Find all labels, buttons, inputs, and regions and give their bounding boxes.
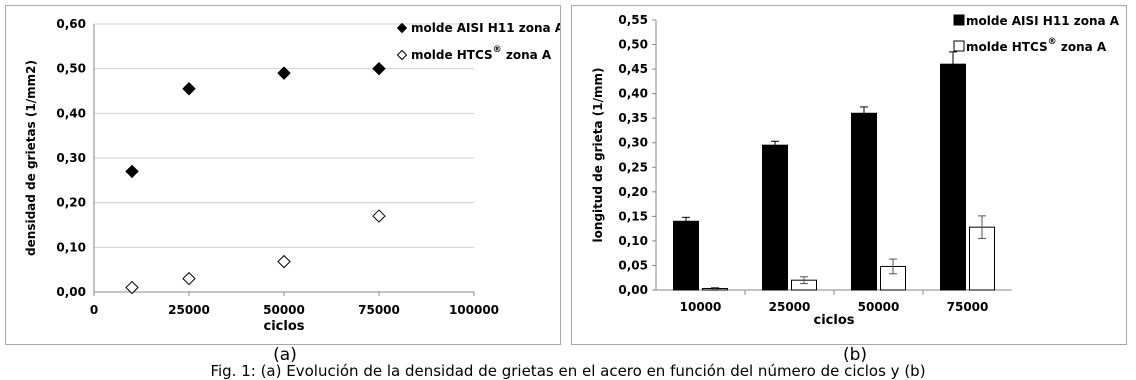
x-tick-label: 25000 [769,300,811,314]
y-tick-label: 0,20 [56,196,86,210]
figure-caption: Fig. 1: (a) Evolución de la densidad de … [210,362,926,380]
x-tick-label: 100000 [449,303,499,317]
h11-point [372,61,386,76]
y-tick-label: 0,25 [618,160,648,174]
legend-marker [396,49,408,61]
h11-bar [673,220,699,291]
y-tick-label: 0,00 [618,283,648,297]
h11-point [277,66,291,80]
y-tick-label: 0,15 [618,209,648,223]
y-tick-label: 0,45 [618,62,648,76]
y-tick-label: 0,30 [56,151,86,165]
htcs-point [125,280,139,295]
x-tick-label: 75000 [358,303,400,317]
x-tick-label: 50000 [263,303,305,317]
y-tick-label: 0,00 [56,285,86,299]
y-tick-label: 0,35 [618,111,648,125]
chart-b-svg: 0,00 0,05 0,10 0,15 0,20 0,25 0,30 0,35 0,40 0,45… [591,13,1120,328]
htcs-point [372,209,386,223]
chart-a-panel: 0,00 0,10 0,20 0,30 0,40 0,50 0,60 0 25000 50000 7… [5,5,561,345]
x-axis-label: ciclos [264,319,305,334]
h11-bar [940,63,966,291]
legend-label: molde HTCS® zona A [411,45,552,62]
y-tick-label: 0,55 [618,13,648,27]
y-tick-label: 0,05 [618,258,648,272]
y-tick-label: 0,60 [56,17,86,31]
y-tick-label: 0,20 [618,185,648,199]
legend-swatch [953,40,965,52]
h11-bar [762,144,788,291]
y-tick-label: 0,40 [618,87,648,101]
x-tick-label: 75000 [947,300,989,314]
chart-b-panel: 0,00 0,05 0,10 0,15 0,20 0,25 0,30 0,35 0,40 0,45… [571,5,1127,345]
x-tick-label: 25000 [168,303,210,317]
htcs-point [277,254,291,269]
x-tick-label: 10000 [680,300,722,314]
y-tick-label: 0,30 [618,136,648,150]
y-tick-label: 0,10 [618,234,648,248]
x-tick-label: 0 [90,303,98,317]
y-axis-label: longitud de grieta (1/mm) [591,67,605,242]
h11-bar [851,112,877,291]
y-axis-label: densidad de grietas (1/mm2) [24,60,38,256]
htcs-point [182,271,196,286]
legend-swatch [953,14,965,26]
y-tick-label: 0,50 [56,62,86,76]
legend-label: molde AISI H11 zona A [411,21,560,35]
chart-b-sublabel: (b) [842,345,868,365]
legend-label: molde HTCS® zona A [966,37,1107,54]
y-tick-label: 0,10 [56,240,86,254]
h11-point [125,164,139,179]
chart-a-sublabel: (a) [273,345,297,365]
y-tick-label: 0,40 [56,106,86,120]
x-axis-label: ciclos [814,313,855,328]
chart-a-svg: 0,00 0,10 0,20 0,30 0,40 0,50 0,60 0 25000 50000 7… [24,17,560,334]
y-tick-label: 0,50 [618,38,648,52]
legend-label: molde AISI H11 zona A [966,14,1120,28]
h11-point [182,82,196,96]
x-tick-label: 50000 [858,300,900,314]
legend-marker [396,22,408,34]
